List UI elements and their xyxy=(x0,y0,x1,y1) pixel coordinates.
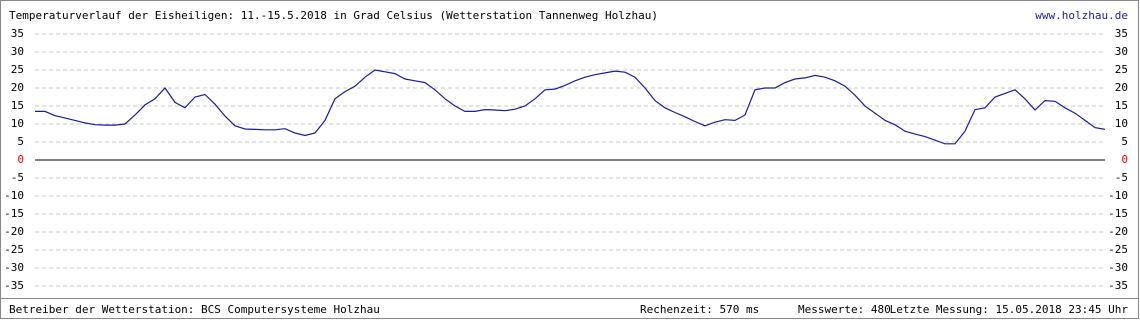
temperature-line xyxy=(35,69,1106,145)
y-tick-label: -25 xyxy=(4,243,24,256)
y-tick-label-right: 0 xyxy=(1121,153,1128,166)
y-tick-label-right: 35 xyxy=(1115,27,1128,40)
y-tick-label-right: 5 xyxy=(1121,135,1128,148)
chart-title: Temperaturverlauf der Eisheiligen: 11.-1… xyxy=(9,9,658,22)
y-tick-label-right: 25 xyxy=(1115,63,1128,76)
y-tick-label-right: -5 xyxy=(1115,171,1128,184)
y-tick-label: 10 xyxy=(11,117,24,130)
site-link[interactable]: www.holzhau.de xyxy=(1035,9,1128,22)
y-tick-label-right: 20 xyxy=(1115,81,1128,94)
y-tick-label: 20 xyxy=(11,81,24,94)
y-tick-label-right: -30 xyxy=(1108,261,1128,274)
footer-last: Letzte Messung: 15.05.2018 23:45 Uhr xyxy=(890,303,1129,316)
y-tick-label: 5 xyxy=(17,135,24,148)
y-tick-label-right: -35 xyxy=(1108,279,1128,292)
y-tick-label: -30 xyxy=(4,261,24,274)
y-tick-label-right: -20 xyxy=(1108,225,1128,238)
y-tick-label: 30 xyxy=(11,45,24,58)
footer-count: Messwerte: 480 xyxy=(798,303,891,316)
y-tick-label: 25 xyxy=(11,63,24,76)
y-tick-label: -20 xyxy=(4,225,24,238)
y-tick-label: -10 xyxy=(4,189,24,202)
y-tick-label: -5 xyxy=(11,171,24,184)
footer-compute-time: Rechenzeit: 570 ms xyxy=(640,303,759,316)
y-tick-label-right: 10 xyxy=(1115,117,1128,130)
y-tick-label-right: 30 xyxy=(1115,45,1128,58)
footer-operator: Betreiber der Wetterstation: BCS Compute… xyxy=(9,303,380,316)
y-tick-label-right: 15 xyxy=(1115,99,1128,112)
y-tick-label: -15 xyxy=(4,207,24,220)
y-tick-label: 15 xyxy=(11,99,24,112)
y-tick-label-right: -10 xyxy=(1108,189,1128,202)
y-tick-label-right: -15 xyxy=(1108,207,1128,220)
y-tick-label: 35 xyxy=(11,27,24,40)
y-tick-label-right: -25 xyxy=(1108,243,1128,256)
y-tick-label: -35 xyxy=(4,279,24,292)
y-tick-label: 0 xyxy=(17,153,24,166)
